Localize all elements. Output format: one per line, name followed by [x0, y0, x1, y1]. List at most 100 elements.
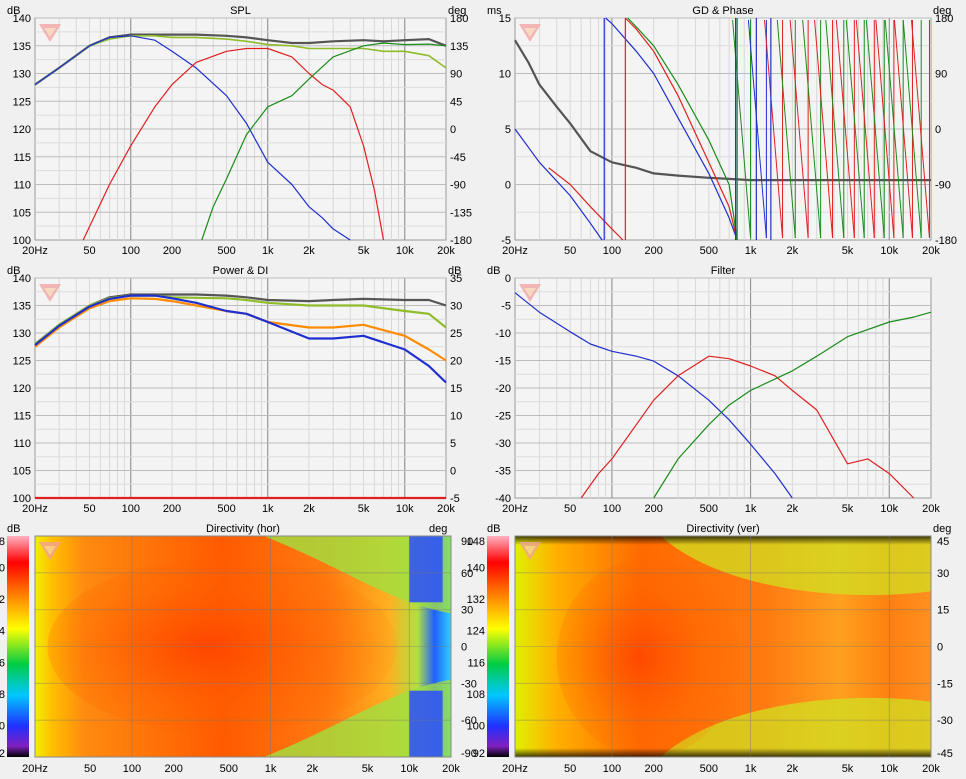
directivity-hor-x-tick: 200 [164, 763, 182, 775]
directivity-hor-offaxis-bottom [263, 679, 451, 757]
power-di-y2-tick: 15 [450, 383, 462, 395]
spl-x-tick: 20Hz [22, 245, 48, 257]
directivity-hor-y2-tick: -90 [461, 748, 477, 760]
directivity-ver-x-tick: 20Hz [502, 763, 528, 775]
spl-x-tick: 500 [217, 245, 235, 257]
directivity-ver-ylabel: dB [487, 523, 500, 535]
spl-x-tick: 5k [358, 245, 370, 257]
gd-phase-series-red-2 [548, 167, 624, 241]
directivity-hor-logo-inner [44, 546, 56, 555]
directivity-hor-x-tick: 50 [84, 763, 96, 775]
filter-ylabel: dB [487, 265, 500, 277]
gd-phase-phase-trace [884, 19, 904, 239]
gd-phase-series-blue-1 [514, 128, 603, 241]
filter-y-tick: -30 [495, 438, 511, 450]
directivity-ver-x-tick: 1k [745, 763, 757, 775]
directivity-hor-title: Directivity (hor) [206, 523, 280, 535]
directivity-ver-y2-tick: 0 [937, 642, 943, 654]
gd-phase-x-tick: 100 [603, 245, 621, 257]
directivity-ver-y2-tick: 45 [937, 536, 949, 548]
spl-x-tick: 50 [83, 245, 95, 257]
gd-phase-y2-tick: 0 [935, 124, 941, 136]
spl-y2-tick: 90 [450, 69, 462, 81]
gd-phase-x-tick: 20Hz [502, 245, 528, 257]
gd-phase-x-tick: 2k [787, 245, 799, 257]
directivity-hor-ylabel: dB [7, 523, 20, 535]
directivity-ver-x-tick: 10k [880, 763, 898, 775]
power-di-ylabel: dB [7, 265, 20, 277]
gd-phase-series-blue-3 [605, 17, 738, 241]
directivity-ver-y2-tick: -30 [937, 715, 953, 727]
gd-phase-phase-trace [875, 19, 895, 239]
directivity-hor-y2-tick: 90 [461, 536, 473, 548]
directivity-ver-colorbar-tick: 92 [473, 748, 485, 760]
directivity-hor-colorbar-tick: 140 [0, 563, 5, 575]
directivity-hor-y2label: deg [429, 523, 447, 535]
directivity-hor-x-tick: 20k [442, 763, 460, 775]
spl-y-tick: 100 [13, 235, 31, 247]
gd-phase-y-tick: 0 [505, 180, 511, 192]
gd-phase-phase-trace [845, 19, 865, 239]
power-di-y-tick: 115 [13, 411, 31, 423]
spl-title: SPL [230, 5, 251, 17]
gd-phase-phase-trace [789, 19, 809, 239]
directivity-ver-logo-inner [524, 546, 536, 555]
directivity-hor-x-tick: 5k [362, 763, 374, 775]
directivity-ver-y2-tick: -15 [937, 678, 953, 690]
spl-series-green-4 [201, 42, 447, 241]
directivity-ver-colorbar-tick: 100 [467, 720, 485, 732]
power-di-title: Power & DI [213, 265, 269, 277]
gd-phase-title: GD & Phase [692, 5, 753, 17]
gd-phase-series-green-5 [627, 17, 738, 241]
filter-logo-icon [519, 284, 541, 302]
filter-y-tick: -5 [501, 301, 511, 313]
directivity-ver-x-tick: 500 [700, 763, 718, 775]
gd-phase-logo-icon [519, 24, 541, 42]
filter-x-tick: 50 [564, 503, 576, 515]
filter-x-tick: 100 [603, 503, 621, 515]
filter-x-tick: 500 [700, 503, 718, 515]
gd-phase-y-tick: 15 [499, 13, 511, 25]
directivity-ver-y2-tick: 30 [937, 568, 949, 580]
spl-y-tick: 125 [13, 96, 31, 108]
filter-y-tick: -20 [495, 383, 511, 395]
filter-title: Filter [711, 265, 736, 277]
directivity-hor-offaxis-blue-bottom [409, 690, 443, 757]
power-di-logo-icon [39, 284, 61, 302]
spl-x-tick: 2k [303, 245, 315, 257]
directivity-hor-x-tick: 500 [220, 763, 238, 775]
power-di-y-tick: 140 [13, 273, 31, 285]
power-di-y2-tick: 30 [450, 301, 462, 313]
gd-phase-y2-tick: 90 [935, 69, 947, 81]
directivity-hor-y2-tick: 60 [461, 568, 473, 580]
gd-phase-phase-trace [902, 19, 922, 239]
power-di-y2label: dB [448, 265, 461, 277]
power-di-y-tick: 120 [13, 383, 31, 395]
directivity-ver-x-tick: 200 [644, 763, 662, 775]
gd-phase-phase-trace [764, 19, 784, 239]
spl-y-tick: 135 [13, 41, 31, 53]
directivity-ver-colorbar-tick: 108 [467, 689, 485, 701]
power-di-y2-tick: 0 [450, 466, 456, 478]
power-di-y2-tick: -5 [450, 493, 460, 505]
directivity-hor-y2-tick: 0 [461, 642, 467, 654]
directivity-ver-edge-shade [515, 536, 931, 757]
directivity-hor-plot-frame [34, 535, 452, 758]
gd-phase-x-tick: 5k [842, 245, 854, 257]
filter-y-tick: -25 [495, 411, 511, 423]
gd-phase-phase-trace [855, 19, 875, 239]
directivity-hor-x-tick: 10k [400, 763, 418, 775]
filter-y-tick: -40 [495, 493, 511, 505]
gd-phase-x-tick: 50 [564, 245, 576, 257]
spl-series-blue-2 [34, 35, 351, 241]
spl-y-tick: 120 [13, 124, 31, 136]
directivity-ver-logo-icon [519, 542, 541, 560]
directivity-hor-y2-tick: -30 [461, 678, 477, 690]
spl-y-tick: 140 [13, 13, 31, 25]
directivity-hor-offaxis-blue-top [409, 536, 443, 603]
directivity-hor-colorbar-tick: 100 [0, 720, 5, 732]
filter-x-tick: 20k [922, 503, 940, 515]
gd-phase-y-tick: 10 [499, 69, 511, 81]
spl-y2-tick: 180 [450, 13, 468, 25]
directivity-ver-y2-tick: -45 [937, 748, 953, 760]
